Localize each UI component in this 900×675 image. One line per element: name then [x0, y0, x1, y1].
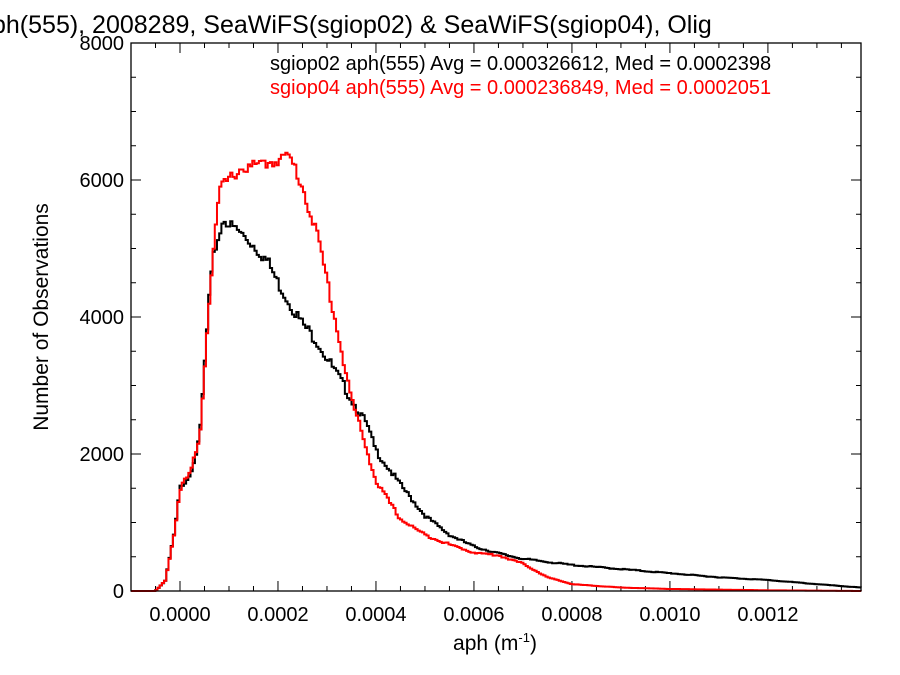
- y-axis-label: Number of Observations: [30, 203, 53, 431]
- series-layer: [131, 151, 862, 592]
- plot-frame: [130, 42, 862, 592]
- y-tick-label: 8000: [80, 33, 125, 55]
- x-axis-label-main: aph (m: [453, 632, 518, 655]
- x-tick-label: 0.0002: [247, 604, 308, 626]
- x-axis-ticks: 0.0000 0.0002 0.0004 0.0006 0.0008 0.0010 0.00…: [130, 43, 842, 626]
- series-line-sgiop04: [131, 151, 862, 592]
- x-tick-label: 0.0004: [345, 604, 406, 626]
- x-tick-label: 0.0010: [639, 604, 700, 626]
- y-tick-label: 6000: [80, 170, 125, 192]
- y-axis-ticks: 0 2000 4000 6000 8000: [80, 33, 861, 603]
- x-tick-label: 0.0000: [149, 604, 210, 626]
- x-tick-label: 0.0012: [737, 604, 798, 626]
- x-axis-label-superscript: -1: [518, 630, 530, 645]
- legend-entry-sgiop04: sgiop04 aph(555) Avg = 0.000236849, Med …: [270, 77, 771, 99]
- y-tick-label: 0: [113, 581, 124, 603]
- legend: sgiop02 aph(555) Avg = 0.000326612, Med …: [270, 53, 771, 99]
- x-axis-label-close: ): [530, 632, 537, 655]
- x-tick-label: 0.0008: [541, 604, 602, 626]
- legend-entry-sgiop02: sgiop02 aph(555) Avg = 0.000326612, Med …: [270, 53, 771, 75]
- x-axis-label: aph (m-1): [453, 630, 537, 655]
- x-tick-label: 0.0006: [443, 604, 504, 626]
- series-line-sgiop02: [131, 220, 862, 592]
- chart-title: ph(555), 2008289, SeaWiFS(sgiop02) & Sea…: [0, 11, 712, 39]
- y-tick-label: 2000: [80, 444, 125, 466]
- y-tick-label: 4000: [80, 307, 125, 329]
